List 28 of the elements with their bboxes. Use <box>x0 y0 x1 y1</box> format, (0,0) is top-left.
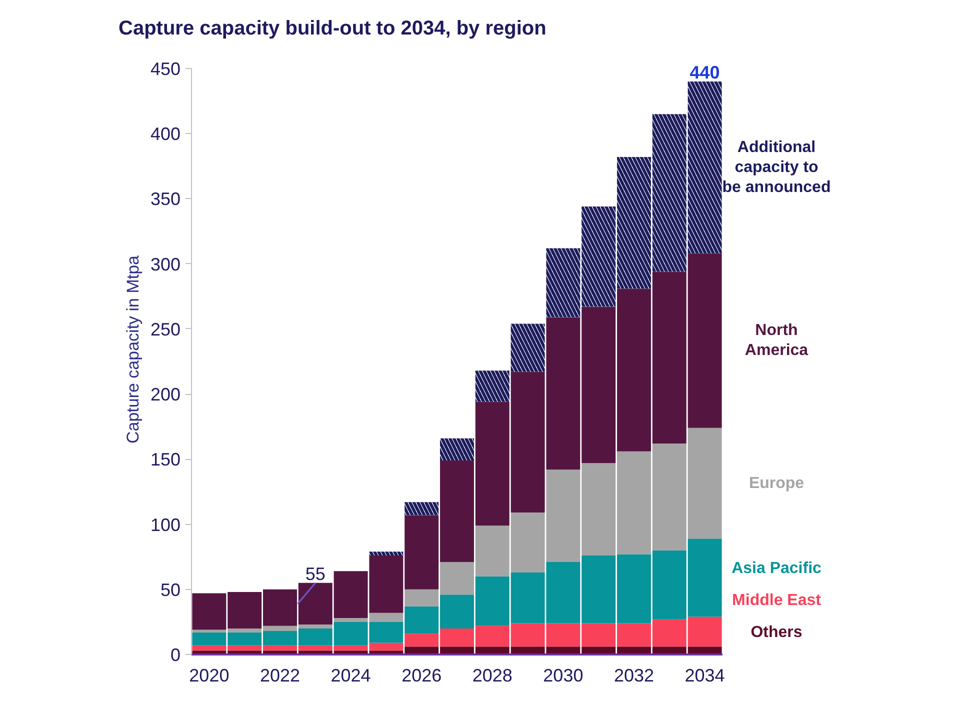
y-tick-label: 350 <box>150 189 181 210</box>
series-label: North America <box>744 322 808 360</box>
y-tick-label: 200 <box>150 384 181 405</box>
x-tick-label: 2024 <box>330 666 371 686</box>
y-tick-label: 250 <box>150 319 181 340</box>
y-tick-label: 150 <box>150 450 181 470</box>
series-label: Asia Pacific <box>732 560 822 577</box>
series-label: Others <box>750 624 802 641</box>
y-tick-label: 400 <box>150 124 181 144</box>
chart-title: Capture capacity build-out to 2034, by region <box>118 18 546 40</box>
x-tick-label: 2032 <box>614 666 654 686</box>
y-tick-label: 100 <box>150 514 181 535</box>
x-tick-label: 2028 <box>472 666 512 686</box>
y-axis-title: Capture capacity in Mtpa <box>123 254 142 444</box>
annotation: 440 <box>690 62 720 83</box>
annotation: 55 <box>305 564 326 584</box>
series-label: Additional capacity to be announced <box>722 138 831 196</box>
y-tick-label: 450 <box>150 59 181 79</box>
y-tick-label: 300 <box>150 254 181 274</box>
series-label: Europe <box>748 474 804 492</box>
x-tick-label: 2030 <box>543 666 584 686</box>
y-tick-label: 0 <box>170 645 181 665</box>
x-tick-label: 2026 <box>402 666 442 686</box>
x-tick-label: 2020 <box>189 666 230 686</box>
x-tick-label: 2034 <box>684 666 725 686</box>
x-tick-label: 2022 <box>260 666 300 686</box>
series-label: Middle East <box>732 592 822 609</box>
y-tick-label: 50 <box>160 580 181 600</box>
